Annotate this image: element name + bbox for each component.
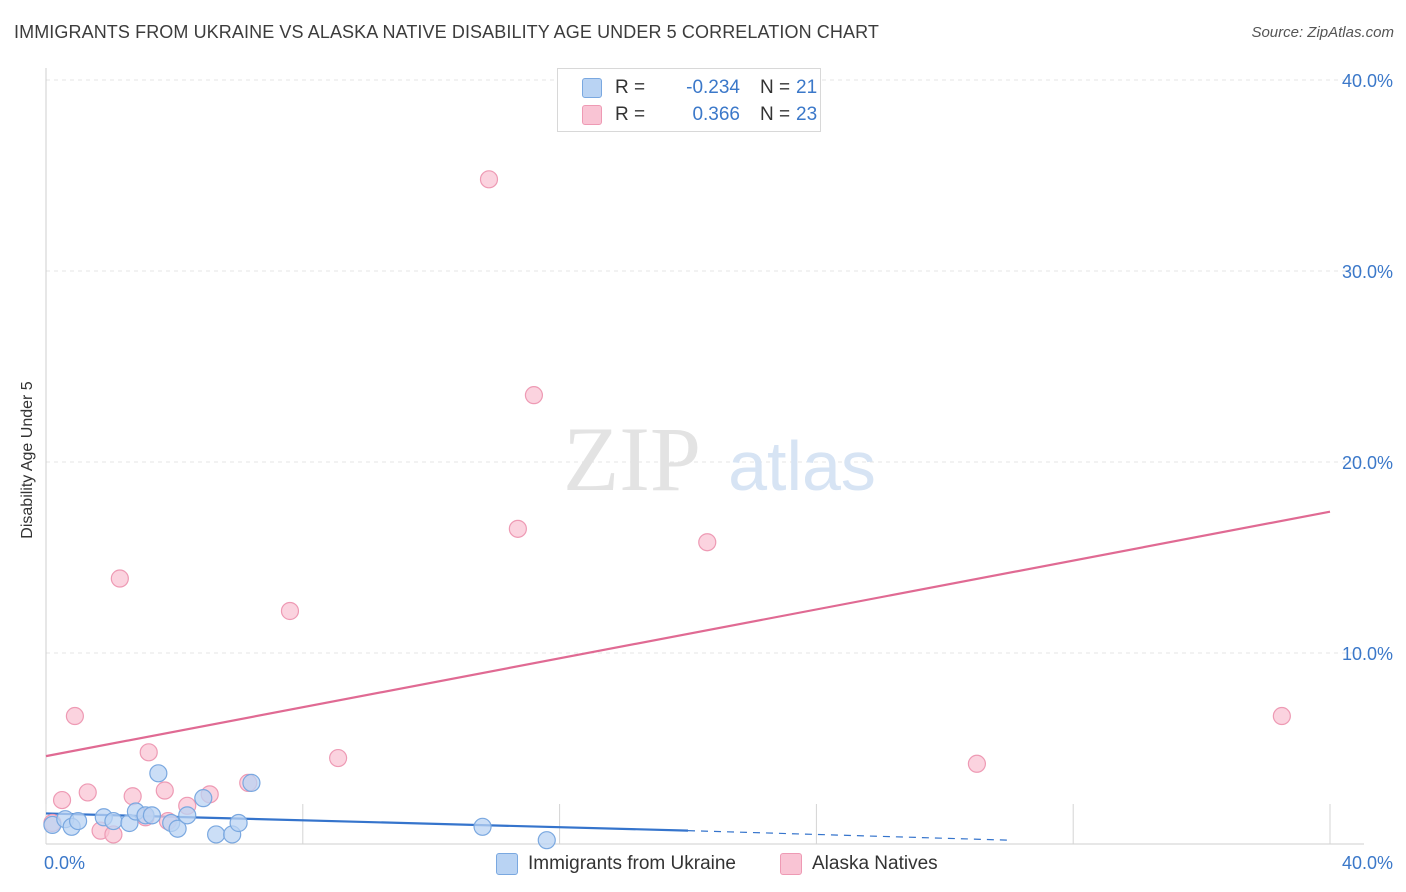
series-name-alaska: Alaska Natives xyxy=(812,853,938,874)
point-alaska xyxy=(967,754,987,773)
grid-lines xyxy=(46,79,1364,654)
y-tick-label: 10.0% xyxy=(1342,644,1393,664)
point-ukraine xyxy=(142,806,162,825)
point-alaska xyxy=(65,706,84,726)
point-ukraine xyxy=(207,825,226,844)
trend-lines xyxy=(45,510,1331,841)
y-tick-label: 20.0% xyxy=(1342,453,1393,473)
x-tick-label: 40.0% xyxy=(1342,853,1393,873)
x-tick-label: 0.0% xyxy=(44,853,85,873)
point-alaska xyxy=(698,533,717,552)
chart-title: IMMIGRANTS FROM UKRAINE VS ALASKA NATIVE… xyxy=(14,22,879,42)
point-ukraine xyxy=(473,817,492,836)
watermark: ZIP atlas xyxy=(563,408,876,510)
point-ukraine xyxy=(537,831,556,850)
point-alaska xyxy=(155,781,174,800)
point-ukraine xyxy=(178,806,197,825)
watermark-zip: ZIP xyxy=(563,408,701,510)
data-points xyxy=(43,170,1291,850)
series-name-ukraine: Immigrants from Ukraine xyxy=(528,853,736,874)
trend-line-ukraine-extension xyxy=(687,830,1010,841)
legend-r-value: -0.234 xyxy=(686,77,740,98)
point-alaska xyxy=(280,601,300,621)
watermark-atlas: atlas xyxy=(728,427,876,505)
point-ukraine xyxy=(194,789,213,808)
point-ukraine xyxy=(149,764,168,783)
legend-swatch-blue xyxy=(582,78,602,98)
series-swatch-blue xyxy=(496,853,518,875)
legend-swatch-pink xyxy=(582,105,602,125)
point-alaska xyxy=(1272,706,1291,726)
point-alaska xyxy=(524,386,544,405)
point-alaska xyxy=(479,170,499,189)
y-tick-label: 40.0% xyxy=(1342,71,1393,91)
legend-n-value: 21 xyxy=(796,77,818,98)
point-alaska xyxy=(52,790,72,810)
legend-r-label: R = xyxy=(615,104,646,125)
point-alaska xyxy=(508,519,527,538)
point-alaska xyxy=(139,743,158,762)
point-ukraine xyxy=(68,811,88,831)
y-tick-label: 30.0% xyxy=(1342,262,1393,282)
point-ukraine xyxy=(104,811,123,831)
source-label: Source: ZipAtlas.com xyxy=(1251,24,1394,41)
point-ukraine xyxy=(168,819,187,838)
point-alaska xyxy=(123,787,142,806)
legend-r-label: R = xyxy=(615,77,646,98)
point-alaska xyxy=(329,748,348,768)
legend-n-label: N = xyxy=(760,77,791,98)
point-alaska xyxy=(110,569,129,588)
point-ukraine xyxy=(229,813,248,833)
point-alaska xyxy=(78,783,97,802)
y-axis-label: Disability Age Under 5 xyxy=(19,381,36,539)
legend-r-value: 0.366 xyxy=(692,104,740,125)
legend-n-label: N = xyxy=(760,104,791,125)
axes xyxy=(45,68,1364,845)
legend-n-value: 23 xyxy=(796,104,818,125)
tick-labels: 10.0% 20.0% 30.0% 40.0% 0.0% 40.0% xyxy=(44,71,1393,873)
trend-line-alaska xyxy=(45,510,1331,758)
correlation-legend: R = -0.234 N = 21 R = 0.366 N = 23 xyxy=(557,68,821,132)
series-swatch-pink xyxy=(780,853,802,875)
point-ukraine xyxy=(242,773,261,792)
